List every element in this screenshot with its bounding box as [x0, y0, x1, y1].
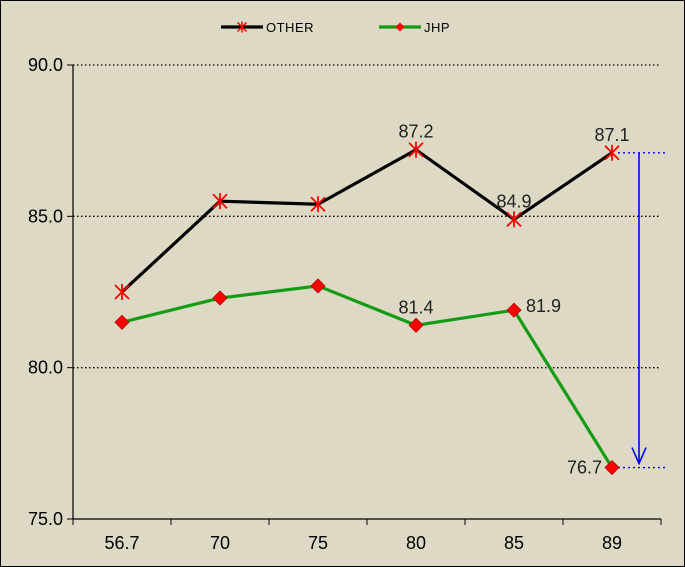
data-point-other	[604, 144, 620, 161]
x-tick-label: 75	[308, 533, 328, 553]
y-tick-label: 85.0	[28, 206, 63, 226]
data-point-jhp	[114, 314, 130, 330]
y-tick-label: 75.0	[28, 509, 63, 529]
x-tick-label: 89	[602, 533, 622, 553]
data-label: 84.9	[496, 191, 531, 211]
legend-item-other: OTHER	[221, 20, 314, 35]
data-point-jhp	[212, 290, 228, 306]
data-point-other	[506, 211, 522, 228]
data-label: 81.4	[398, 297, 433, 317]
data-point-jhp	[310, 278, 326, 294]
labels: 75.0 80.0 85.0 90.0 56.7 70 75 80 85 89 87.2 84.9 87…	[28, 55, 630, 553]
legend-item-jhp: JHP	[379, 20, 450, 35]
y-tick-label: 90.0	[28, 55, 63, 75]
legend: OTHER JHP	[221, 20, 450, 35]
series	[114, 141, 620, 476]
x-tick-label: 85	[504, 533, 524, 553]
data-point-other	[408, 141, 424, 158]
data-point-jhp	[408, 317, 424, 333]
series-line-jhp	[121, 284, 614, 469]
data-point-other	[114, 284, 130, 300]
series-line-other	[120, 148, 613, 294]
grid-lines	[73, 64, 661, 369]
data-point-jhp	[506, 302, 522, 318]
annotation	[618, 152, 666, 469]
data-label: 87.1	[594, 125, 629, 145]
data-label: 87.2	[398, 122, 433, 142]
x-tick-label: 70	[210, 533, 230, 553]
data-point-other	[212, 193, 228, 210]
axes	[67, 64, 662, 525]
data-point-jhp	[604, 459, 620, 476]
x-tick-label: 56.7	[104, 533, 139, 553]
legend-label: OTHER	[266, 20, 314, 35]
x-tick-label: 80	[406, 533, 426, 553]
data-label: 81.9	[526, 296, 561, 316]
legend-label: JHP	[424, 20, 450, 35]
annotation-arrowhead	[631, 447, 647, 466]
y-tick-label: 80.0	[28, 358, 63, 378]
data-point-other	[310, 196, 326, 213]
data-label: 76.7	[567, 458, 602, 478]
